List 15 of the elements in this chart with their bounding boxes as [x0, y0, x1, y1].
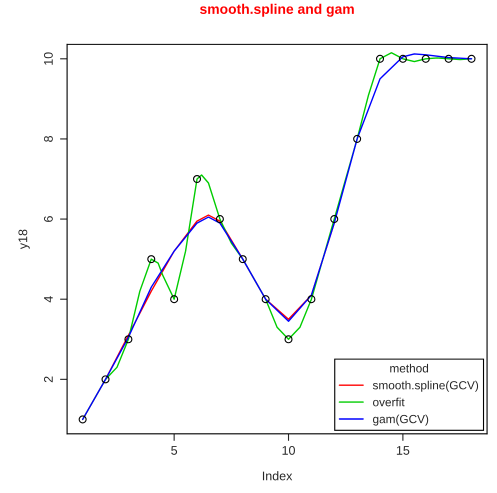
legend-label: overfit — [373, 398, 405, 406]
legend-label: gam(GCV) — [373, 414, 428, 426]
y-tick-label: 4 — [44, 296, 53, 302]
x-axis-title: Index — [262, 471, 292, 480]
y-axis-title: y18 — [18, 230, 30, 250]
y-tick-label: 8 — [44, 136, 53, 142]
legend-label: smooth.spline(GCV) — [372, 380, 478, 392]
chart-title: smooth.spline and gam — [200, 4, 354, 17]
x-tick-label: 15 — [396, 446, 410, 455]
y-tick-label: 10 — [44, 52, 53, 65]
y-tick-label: 2 — [44, 376, 53, 382]
x-tick-label: 5 — [171, 446, 178, 455]
y-tick-label: 6 — [44, 216, 53, 222]
x-tick-label: 10 — [282, 446, 295, 455]
legend-title: method — [390, 364, 428, 373]
